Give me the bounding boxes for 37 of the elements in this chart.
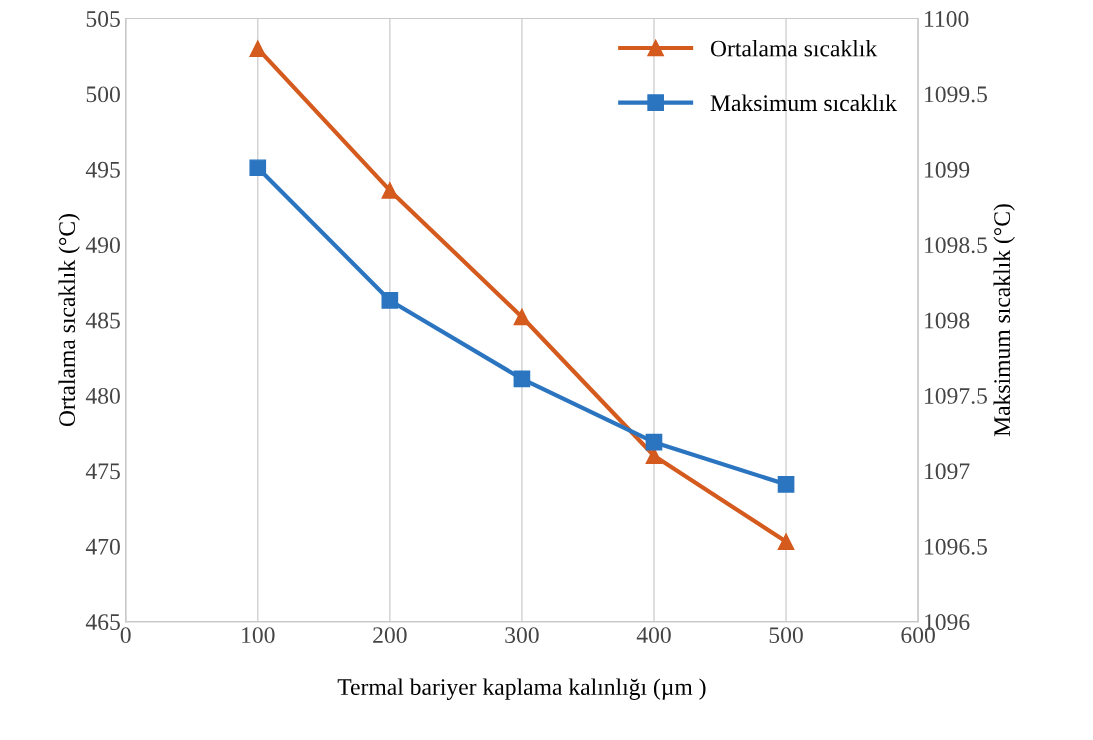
- y2-tick-label: 1098.5: [925, 237, 987, 254]
- point: [249, 40, 267, 57]
- legend-label: Ortalama sıcaklık: [710, 39, 878, 57]
- x-tick-label: 500: [769, 627, 803, 644]
- point: [513, 308, 531, 326]
- y-tick-label: 475: [85, 463, 120, 480]
- y-tick-label: 490: [85, 237, 120, 254]
- point: [381, 182, 399, 199]
- y2-tick-label: 1097.5: [925, 387, 987, 404]
- point: [777, 533, 795, 551]
- y-tick-label: 500: [86, 86, 120, 103]
- y2-tick-label: 1099.5: [925, 86, 987, 103]
- y2-tick-label: 1099: [925, 161, 970, 178]
- point: [645, 433, 663, 451]
- x-tick-label: 400: [636, 627, 671, 644]
- y-tick-label: 470: [85, 538, 120, 555]
- y-tick-label: 495: [85, 161, 120, 178]
- x-tick-label: 300: [505, 627, 539, 644]
- y-tick-label: 505: [86, 10, 120, 27]
- y2-axis-title: Maksimum sıcaklık (°C): [993, 204, 1015, 437]
- y-tick-label: 485: [85, 312, 120, 329]
- y2-tick-label: 1097: [925, 463, 970, 480]
- x-tick-label: 100: [242, 627, 275, 644]
- y-tick-label: 480: [85, 387, 120, 404]
- legend-label: Maksimum sıcaklık: [710, 94, 897, 112]
- point: [381, 292, 399, 309]
- point: [777, 476, 795, 493]
- x-tick-label: 200: [373, 627, 407, 644]
- point: [513, 370, 531, 388]
- y-axis-title: Ortalama sıcaklık (°C): [58, 214, 80, 427]
- x-axis-title: Termal bariyer kaplama kalınlığı (µm ): [337, 678, 706, 700]
- y2-tick-label: 1098: [925, 312, 970, 329]
- y2-tick-label: 1100: [925, 10, 969, 27]
- y2-tick-label: 1096.5: [925, 538, 987, 555]
- y-tick-label: 465: [85, 614, 120, 631]
- point: [249, 159, 267, 177]
- x-tick-label: 0: [120, 627, 131, 644]
